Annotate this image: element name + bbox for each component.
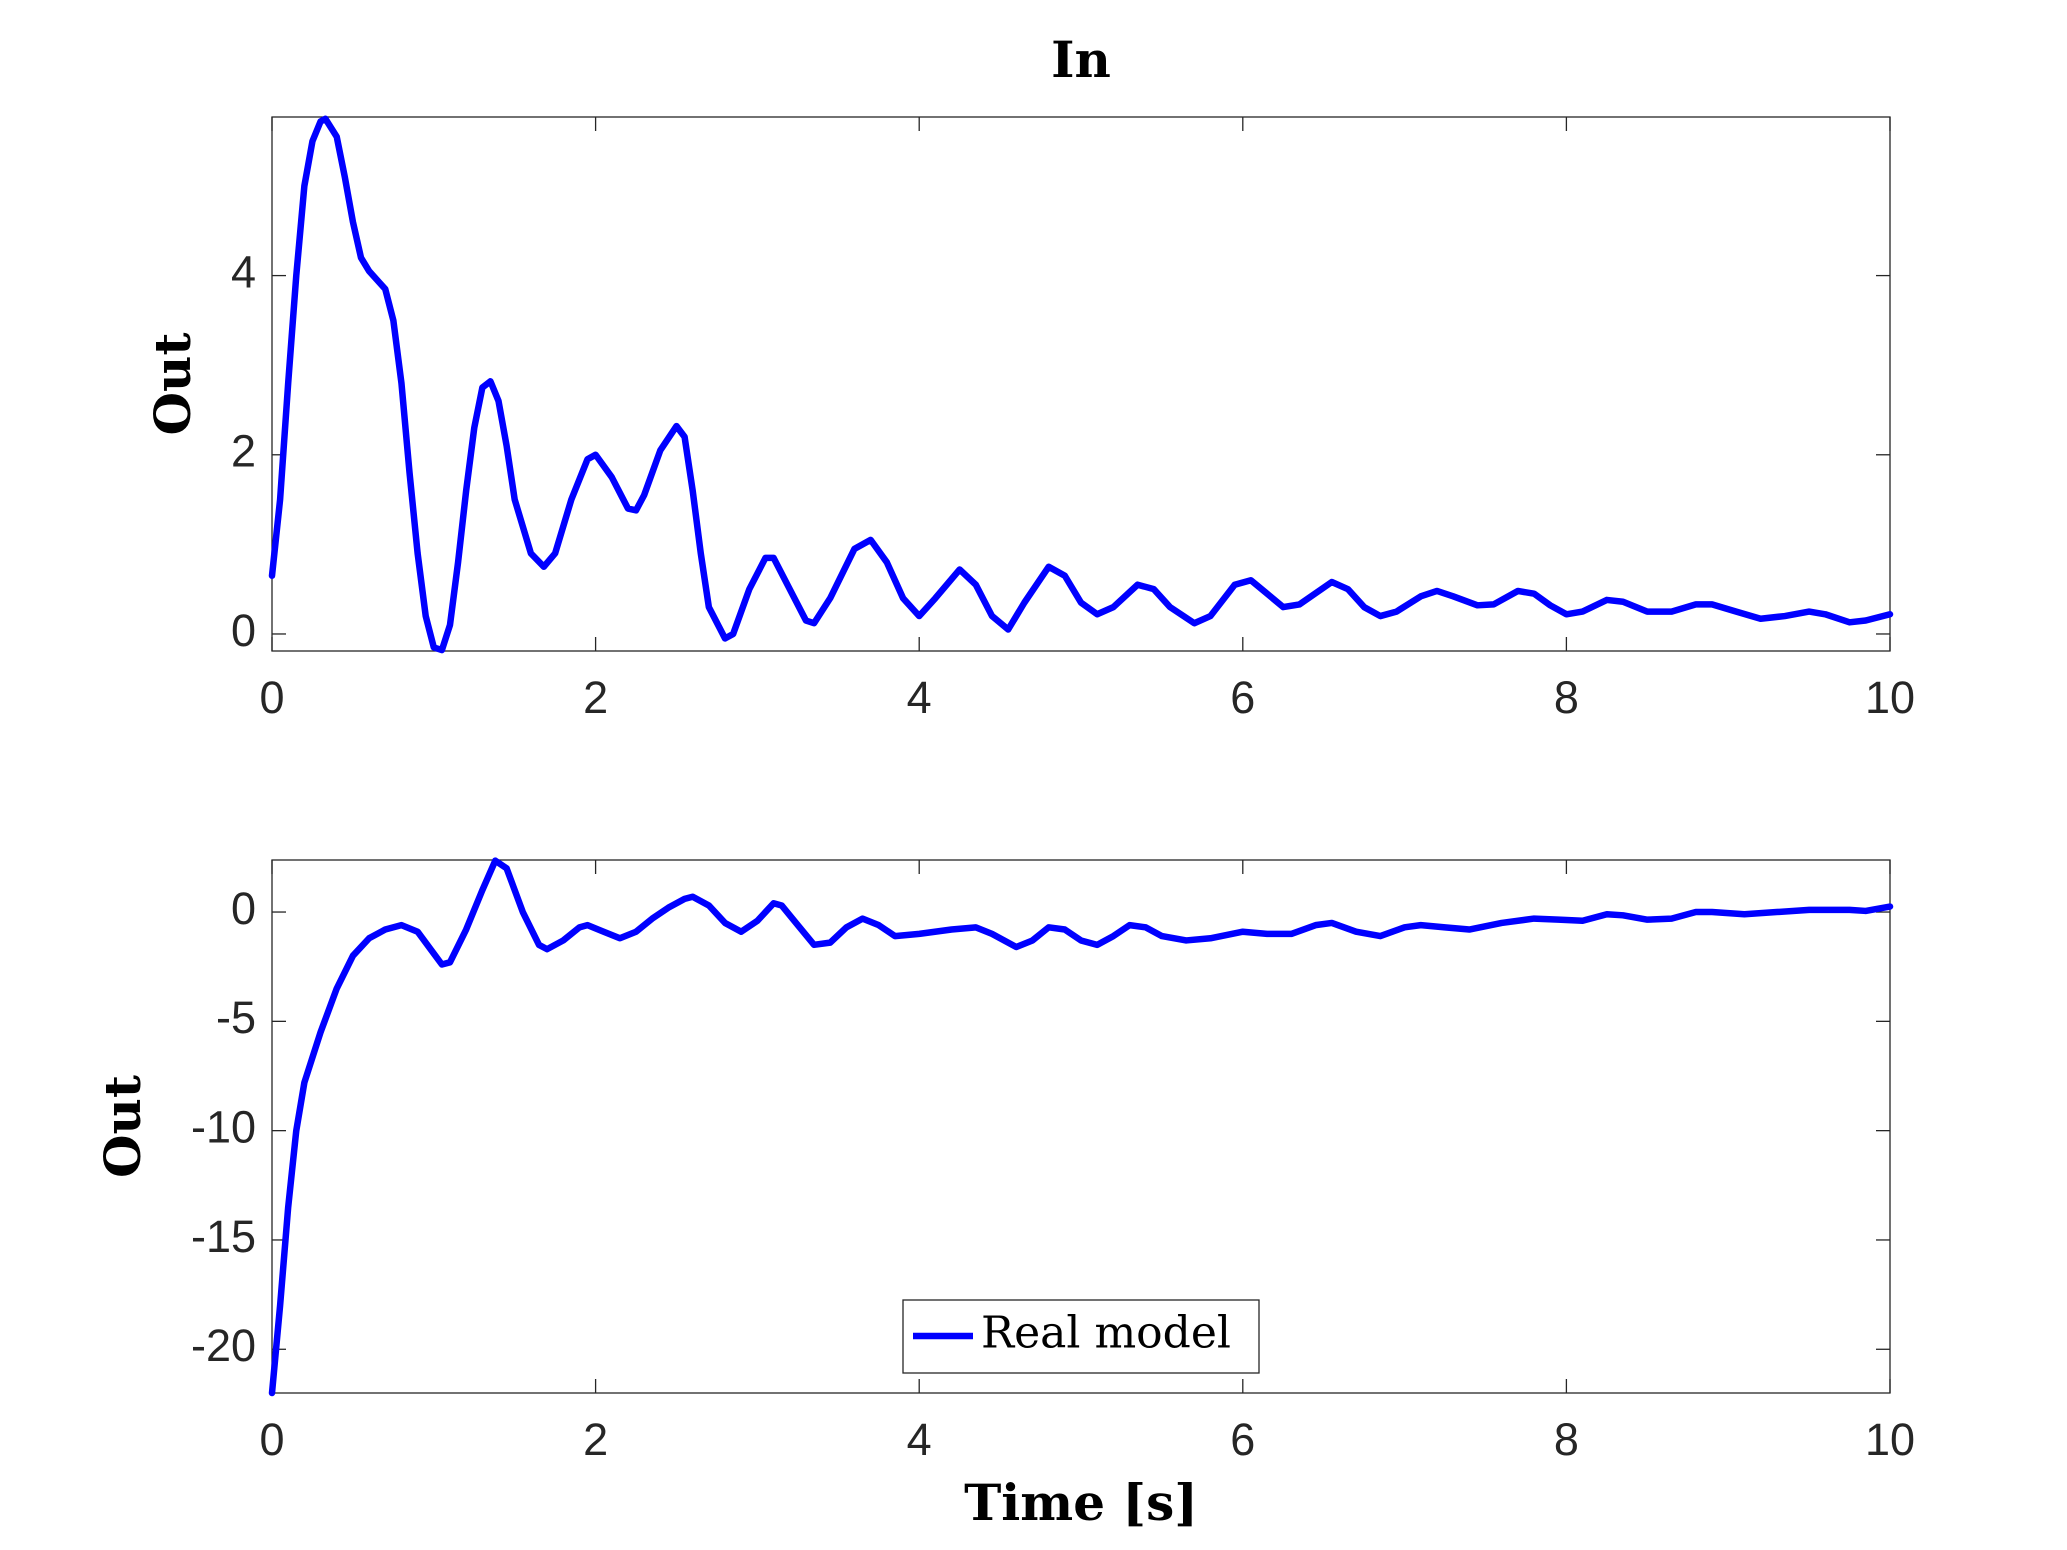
- x-tick-label: 8: [1554, 1414, 1579, 1465]
- x-tick-label: 2: [583, 672, 608, 723]
- x-tick-label: 0: [259, 672, 284, 723]
- x-tick-label: 8: [1554, 672, 1579, 723]
- y-tick-label: 2: [231, 426, 256, 477]
- y-tick-label: 0: [231, 605, 256, 656]
- legend-label: Real model: [981, 1308, 1231, 1359]
- y-axis-label: Out: [143, 332, 202, 435]
- y-tick-label: -5: [216, 992, 256, 1043]
- data-line: [268, 115, 1894, 654]
- x-tick-label: 10: [1865, 672, 1915, 723]
- x-tick-label: 0: [259, 1414, 284, 1465]
- y-tick-label: 0: [231, 883, 256, 934]
- x-tick-label: 2: [583, 1414, 608, 1465]
- plot-area: [271, 116, 1891, 652]
- y-tick-label: -10: [191, 1102, 256, 1153]
- y-tick-label: 4: [231, 246, 256, 297]
- chart-title: In: [1051, 30, 1111, 89]
- x-tick-label: 6: [1230, 672, 1255, 723]
- x-tick-label: 4: [907, 672, 932, 723]
- y-tick-label: -15: [191, 1211, 256, 1262]
- y-tick-label: -20: [191, 1320, 256, 1371]
- x-tick-label: 10: [1865, 1414, 1915, 1465]
- x-tick-label: 4: [907, 1414, 932, 1465]
- data-line: [268, 857, 1894, 1397]
- y-axis-label: Out: [93, 1075, 152, 1178]
- x-axis-label: Time [s]: [964, 1473, 1198, 1532]
- x-tick-label: 6: [1230, 1414, 1255, 1465]
